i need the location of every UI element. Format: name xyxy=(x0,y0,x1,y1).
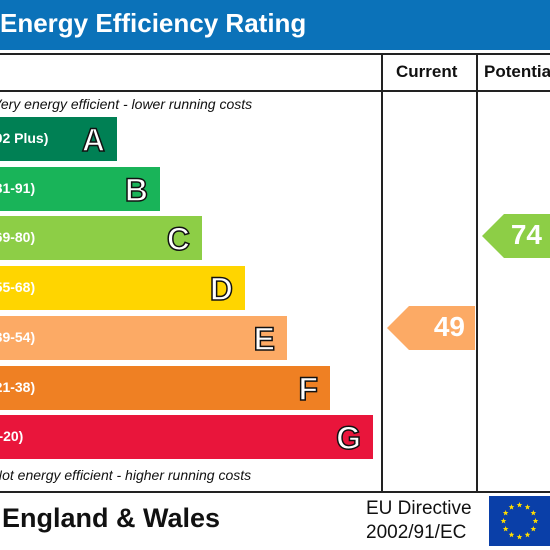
eu-star-icon xyxy=(508,504,515,510)
band-range-label: (92 Plus) xyxy=(0,130,49,146)
eu-star-icon xyxy=(524,531,531,538)
header-divider xyxy=(0,90,550,92)
band-letter: C xyxy=(166,220,191,258)
band-range-label: (39-54) xyxy=(0,329,36,345)
band-d: (55-68) D xyxy=(0,266,245,310)
note-efficient: Very energy efficient - lower running co… xyxy=(0,96,253,112)
band-letter: B xyxy=(124,171,149,209)
band-g: (1-20) G xyxy=(0,415,373,459)
band-c: (69-80) C xyxy=(0,216,202,260)
current-rating-value: 49 xyxy=(433,311,465,342)
divider-potential xyxy=(476,53,478,493)
band-a: (92 Plus) A xyxy=(0,117,117,161)
eu-directive-line1: EU Directive xyxy=(366,498,472,519)
band-range-label: (55-68) xyxy=(0,279,36,295)
band-letter: A xyxy=(81,121,106,159)
eu-directive-line2: 2002/91/EC xyxy=(366,522,467,543)
eu-star-icon xyxy=(530,510,537,516)
potential-rating-arrow: 74 xyxy=(482,214,550,258)
potential-rating-value: 74 xyxy=(510,219,542,250)
column-header-current: Current xyxy=(396,62,458,81)
eu-star-icon xyxy=(530,526,537,532)
column-header-potential: Potential xyxy=(484,62,550,81)
page-title: Energy Efficiency Rating xyxy=(0,8,307,38)
eu-star-icon xyxy=(500,518,507,524)
eu-star-icon xyxy=(508,531,515,538)
band-e: (39-54) E xyxy=(0,316,287,360)
region-label: England & Wales xyxy=(2,503,221,533)
header-bar: Energy Efficiency Rating xyxy=(0,0,550,50)
divider-current xyxy=(381,53,383,493)
eu-star-icon xyxy=(516,502,523,508)
band-f: (21-38) F xyxy=(0,366,330,410)
band-range-label: (21-38) xyxy=(0,379,36,395)
band-letter: E xyxy=(253,320,276,358)
band-letter: F xyxy=(298,370,319,408)
band-range-label: (81-91) xyxy=(0,180,36,196)
band-range-label: (69-80) xyxy=(0,229,36,245)
band-letter: G xyxy=(335,419,361,457)
eu-star-icon xyxy=(502,510,509,516)
note-inefficient: Not energy efficient - higher running co… xyxy=(0,467,252,483)
band-range-label: (1-20) xyxy=(0,428,24,444)
band-letter: D xyxy=(209,270,234,308)
rating-table-frame xyxy=(0,53,550,493)
eu-star-icon xyxy=(524,504,531,510)
eu-star-icon xyxy=(532,518,539,524)
eu-star-icon xyxy=(516,534,523,540)
eu-directive: EU Directive 2002/91/EC xyxy=(366,497,472,545)
current-rating-arrow: 49 xyxy=(387,306,475,350)
eu-flag-icon xyxy=(489,496,550,546)
band-b: (81-91) B xyxy=(0,167,160,211)
eu-star-icon xyxy=(502,526,509,532)
